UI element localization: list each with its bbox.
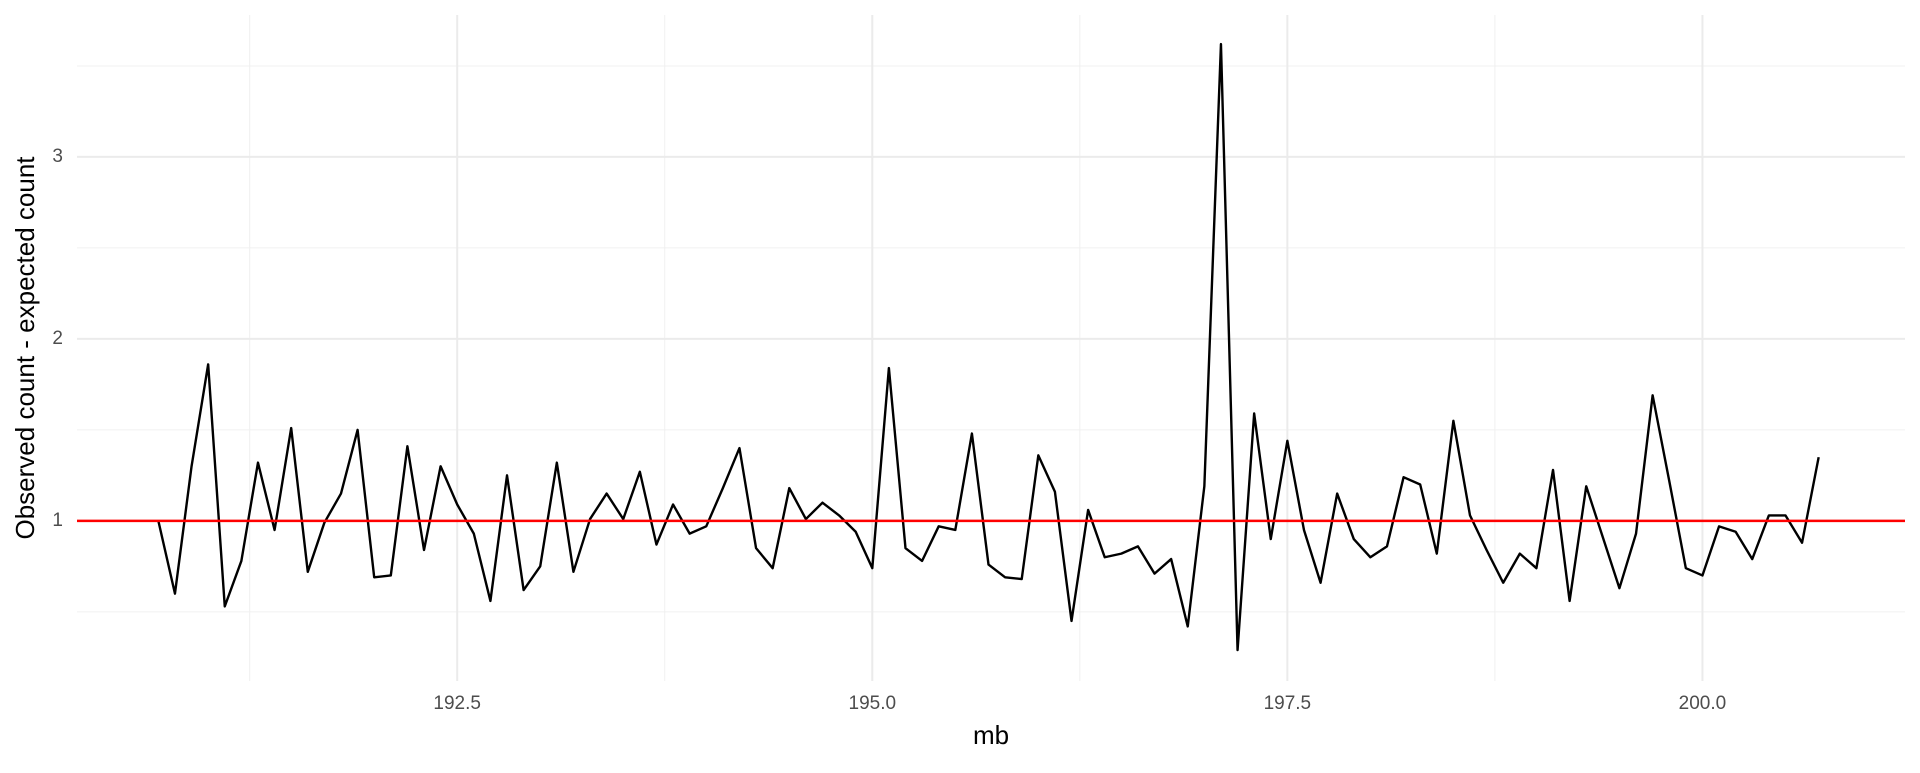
y-tick-label: 2 <box>52 328 63 349</box>
data-line <box>157 42 1820 652</box>
x-tick-label: 192.5 <box>433 693 481 714</box>
x-tick-label: 200.0 <box>1679 693 1727 714</box>
y-tick-label: 3 <box>52 146 63 167</box>
y-tick-label: 1 <box>52 510 63 531</box>
x-tick-label: 197.5 <box>1264 693 1312 714</box>
x-tick-label: 195.0 <box>849 693 897 714</box>
y-axis-label: Observed count - expected count <box>10 156 40 540</box>
x-axis-label: mb <box>973 720 1009 750</box>
